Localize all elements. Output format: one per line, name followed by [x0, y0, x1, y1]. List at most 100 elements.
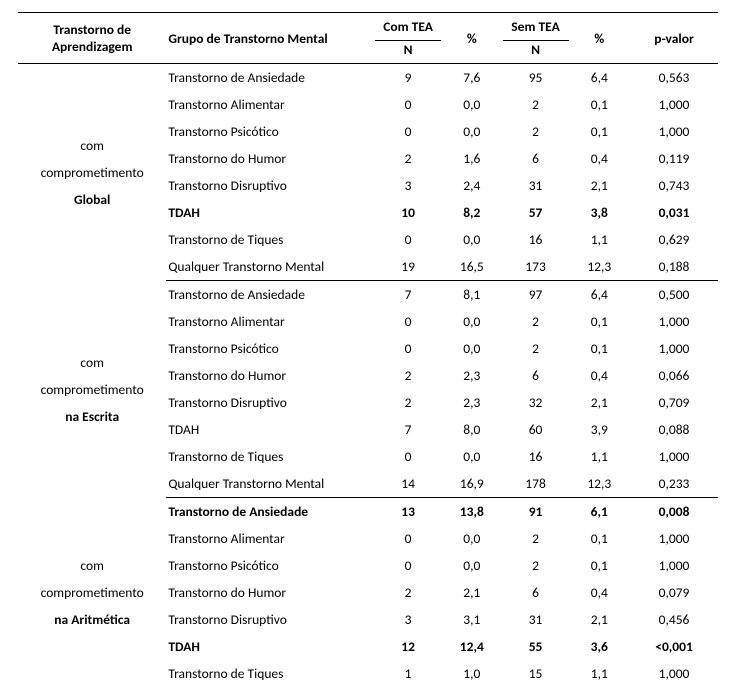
- sem-pct: 0,1: [569, 335, 631, 362]
- sem-n: 32: [503, 389, 569, 416]
- section-group-label: comcomprometimentona Escrita: [18, 281, 166, 498]
- p-value: 1,000: [630, 552, 718, 579]
- sem-n: 2: [503, 91, 569, 118]
- com-n: 19: [375, 253, 441, 281]
- sem-pct: 0,4: [569, 362, 631, 389]
- com-n: 2: [375, 362, 441, 389]
- p-value: <0,001: [630, 633, 718, 660]
- p-value: 1,000: [630, 308, 718, 335]
- header-com-tea: Com TEA: [375, 13, 441, 41]
- header-pvalue: p-valor: [630, 13, 718, 64]
- sem-pct: 12,3: [569, 470, 631, 498]
- com-n: 1: [375, 660, 441, 687]
- sem-n: 15: [503, 660, 569, 687]
- table-row: comcomprometimentona AritméticaTranstorn…: [18, 498, 718, 526]
- p-value: 0,563: [630, 64, 718, 92]
- sem-pct: 3,8: [569, 199, 631, 226]
- com-pct: 13,8: [441, 498, 503, 526]
- sem-pct: 0,4: [569, 579, 631, 606]
- sem-n: 2: [503, 525, 569, 552]
- section-group-label: comcomprometimentoGlobal: [18, 64, 166, 281]
- com-pct: 2,3: [441, 362, 503, 389]
- com-n: 2: [375, 579, 441, 606]
- sem-pct: 2,1: [569, 606, 631, 633]
- sem-n: 2: [503, 335, 569, 362]
- p-value: 1,000: [630, 525, 718, 552]
- header-sem-n: N: [503, 41, 569, 64]
- p-value: 0,500: [630, 281, 718, 309]
- row-label: TDAH: [166, 416, 375, 443]
- p-value: 0,709: [630, 389, 718, 416]
- header-com-pct: %: [441, 13, 503, 64]
- sem-n: 6: [503, 579, 569, 606]
- sem-n: 97: [503, 281, 569, 309]
- header-com-n: N: [375, 41, 441, 64]
- sem-pct: 6,1: [569, 498, 631, 526]
- com-n: 0: [375, 118, 441, 145]
- com-n: 12: [375, 633, 441, 660]
- com-pct: 12,4: [441, 633, 503, 660]
- com-n: 0: [375, 91, 441, 118]
- p-value: 1,000: [630, 91, 718, 118]
- p-value: 0,233: [630, 470, 718, 498]
- sem-pct: 0,1: [569, 308, 631, 335]
- row-label: Transtorno de Tiques: [166, 660, 375, 687]
- p-value: 0,008: [630, 498, 718, 526]
- p-value: 0,088: [630, 416, 718, 443]
- sem-pct: 2,1: [569, 172, 631, 199]
- sem-pct: 12,3: [569, 253, 631, 281]
- row-label: Transtorno de Tiques: [166, 443, 375, 470]
- row-label: Qualquer Transtorno Mental: [166, 253, 375, 281]
- header-mental-group: Grupo de Transtorno Mental: [166, 13, 375, 64]
- sem-n: 31: [503, 172, 569, 199]
- sem-n: 31: [503, 606, 569, 633]
- p-value: 1,000: [630, 443, 718, 470]
- row-label: Transtorno Alimentar: [166, 308, 375, 335]
- sem-pct: 6,4: [569, 281, 631, 309]
- com-pct: 1,6: [441, 145, 503, 172]
- sem-n: 2: [503, 118, 569, 145]
- com-n: 7: [375, 416, 441, 443]
- p-value: 1,000: [630, 118, 718, 145]
- com-pct: 2,1: [441, 579, 503, 606]
- row-label: Transtorno Psicótico: [166, 552, 375, 579]
- row-label: TDAH: [166, 199, 375, 226]
- com-pct: 0,0: [441, 308, 503, 335]
- sem-pct: 0,4: [569, 145, 631, 172]
- sem-pct: 1,1: [569, 660, 631, 687]
- com-pct: 0,0: [441, 552, 503, 579]
- com-n: 3: [375, 606, 441, 633]
- table-body: comcomprometimentoGlobal Transtorno de An…: [18, 64, 718, 688]
- sem-n: 16: [503, 443, 569, 470]
- sem-n: 16: [503, 226, 569, 253]
- sem-pct: 1,1: [569, 226, 631, 253]
- p-value: 0,119: [630, 145, 718, 172]
- com-pct: 3,1: [441, 606, 503, 633]
- sem-pct: 0,1: [569, 552, 631, 579]
- row-label: Transtorno de Ansiedade: [166, 498, 375, 526]
- sem-pct: 3,6: [569, 633, 631, 660]
- com-n: 0: [375, 552, 441, 579]
- p-value: 0,743: [630, 172, 718, 199]
- sem-pct: 1,1: [569, 443, 631, 470]
- com-n: 13: [375, 498, 441, 526]
- row-label: Transtorno do Humor: [166, 145, 375, 172]
- com-n: 0: [375, 335, 441, 362]
- row-label: TDAH: [166, 633, 375, 660]
- header-sem-tea: Sem TEA: [503, 13, 569, 41]
- p-value: 0,188: [630, 253, 718, 281]
- sem-n: 60: [503, 416, 569, 443]
- sem-pct: 3,9: [569, 416, 631, 443]
- header-learning-disorder: Transtorno de Aprendizagem: [18, 13, 166, 64]
- table-header: Transtorno de Aprendizagem Grupo de Tran…: [18, 13, 718, 64]
- header-sem-pct: %: [569, 13, 631, 64]
- row-label: Transtorno do Humor: [166, 362, 375, 389]
- table-row: comcomprometimentoGlobalTranstorno de An…: [18, 64, 718, 92]
- com-pct: 2,4: [441, 172, 503, 199]
- table-row: comcomprometimentona EscritaTranstorno d…: [18, 281, 718, 309]
- com-pct: 0,0: [441, 525, 503, 552]
- p-value: 0,456: [630, 606, 718, 633]
- row-label: Transtorno Alimentar: [166, 525, 375, 552]
- row-label: Transtorno Alimentar: [166, 91, 375, 118]
- com-n: 9: [375, 64, 441, 92]
